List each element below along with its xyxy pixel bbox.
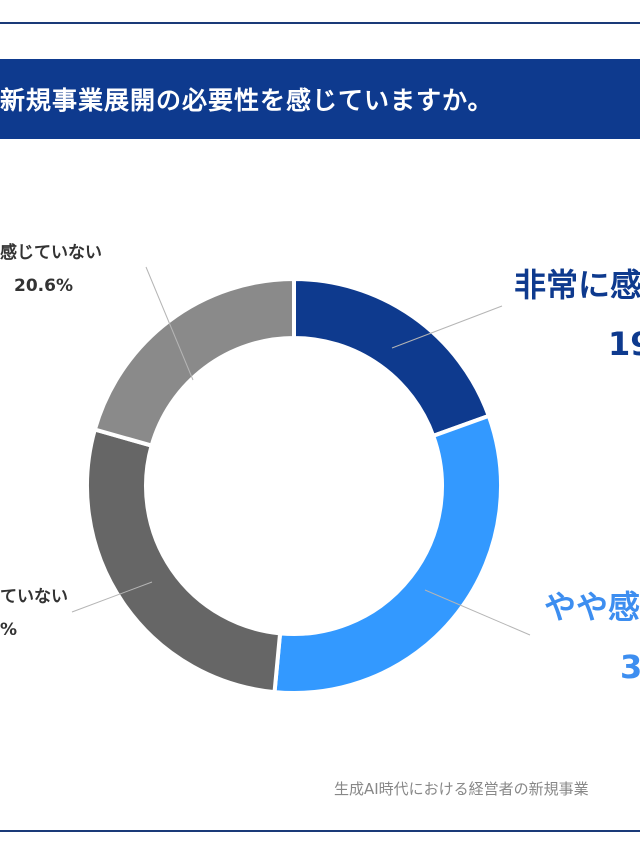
donut-slice-4 xyxy=(92,276,296,449)
leader-line-2 xyxy=(424,589,531,636)
donut-slice-3 xyxy=(85,427,283,695)
bottom-rule xyxy=(0,830,640,832)
chart-title: 新規事業展開の必要性を感じていますか。 xyxy=(0,86,494,115)
source-note: 生成AI時代における経営者の新規事業 xyxy=(334,780,589,798)
leader-line-4 xyxy=(145,266,194,381)
label-slice-2-name: やや感 xyxy=(544,588,640,626)
label-slice-4-value: 20.6% xyxy=(14,276,73,296)
leader-line-3 xyxy=(71,581,153,613)
label-slice-3-value: % xyxy=(0,620,18,640)
label-slice-1-name: 非常に感 xyxy=(514,266,640,304)
leader-line-1 xyxy=(391,305,503,349)
top-rule xyxy=(0,22,640,24)
label-slice-4-name: 感じていない xyxy=(0,243,102,263)
title-bar: 新規事業展開の必要性を感じていますか。 xyxy=(0,59,640,139)
donut-slice-2 xyxy=(272,413,503,695)
label-slice-2-value: 3 xyxy=(620,648,640,686)
label-slice-3-name: ていない xyxy=(0,587,68,607)
label-slice-1-value: 19 xyxy=(608,325,640,363)
donut-slice-1 xyxy=(292,276,492,439)
